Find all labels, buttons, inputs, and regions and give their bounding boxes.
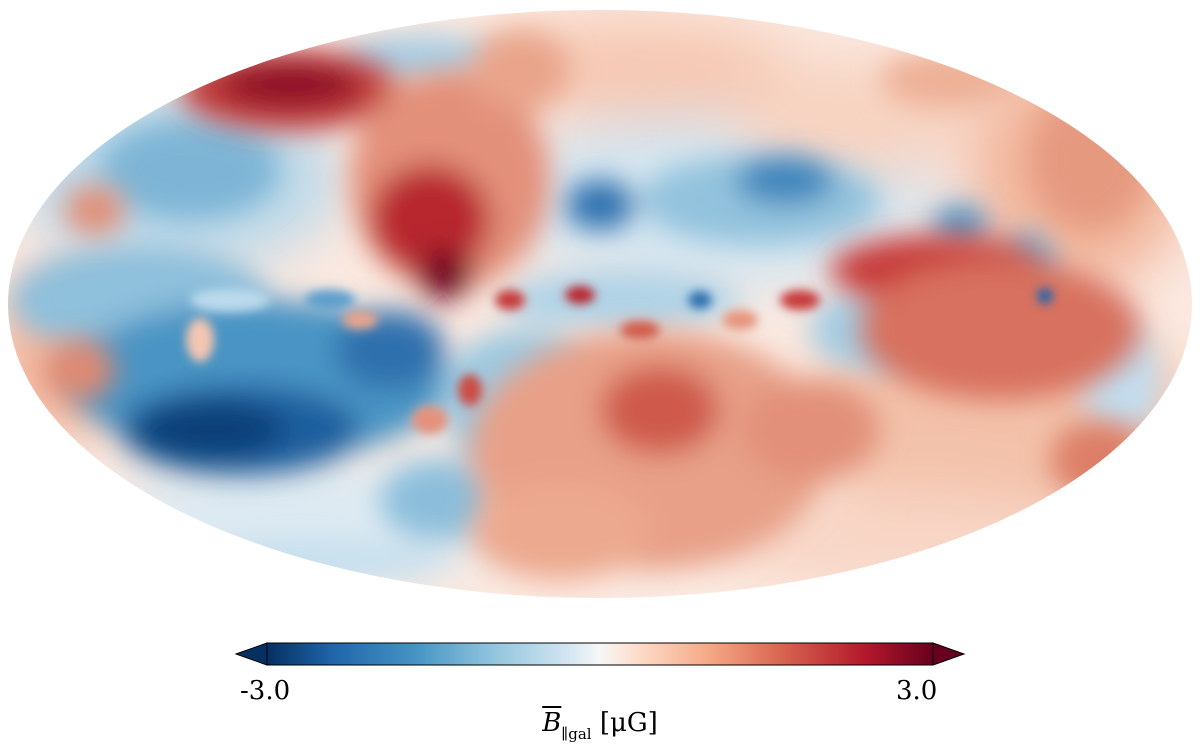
colorbar-max-label: 3.0	[896, 676, 938, 706]
colorbar-extend-min	[234, 642, 268, 666]
colorbar-title: B∥gal [μG]	[0, 708, 1200, 743]
mollweide-map	[8, 10, 1192, 598]
colorbar-extend-max	[932, 642, 966, 666]
colorbar-min-label: -3.0	[240, 676, 291, 706]
colorbar-gradient	[266, 642, 934, 666]
colorbar-title-subscript: ∥gal	[561, 725, 592, 743]
colorbar-title-unit: [μG]	[599, 708, 658, 738]
colorbar-title-symbol: B	[542, 708, 562, 738]
colorbar	[234, 642, 966, 666]
